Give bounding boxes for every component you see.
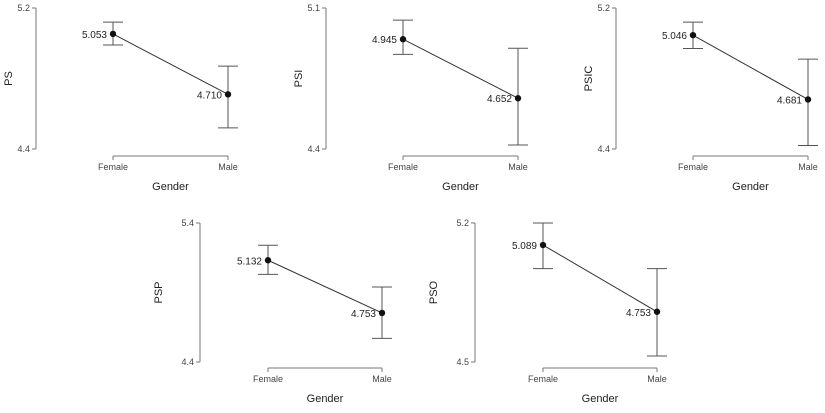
x-tick-label: Male — [218, 162, 238, 172]
data-point — [689, 31, 697, 39]
y-axis-title: PSIC — [583, 66, 595, 92]
series-line — [542, 244, 658, 313]
data-label: 4.945 — [372, 35, 397, 46]
y-axis-title: PSI — [293, 70, 305, 88]
x-tick-label: Female — [98, 162, 128, 172]
y-tick-label: 5.2 — [17, 3, 30, 13]
series-line — [402, 38, 519, 99]
y-axis-title: PSO — [428, 280, 440, 304]
y-axis-title: PS — [3, 71, 15, 86]
chart-panel-pso: 5.2 4.5 PSO Female Male Gender 5.089 4.753 — [425, 208, 675, 413]
data-label: 4.753 — [351, 309, 376, 320]
x-tick-label: Male — [798, 162, 818, 172]
x-tick-label: Female — [678, 162, 708, 172]
chart-panel-psp: 5.4 4.4 PSP Female Male Gender 5.132 4.753 — [150, 208, 400, 413]
x-tick-label: Female — [388, 162, 418, 172]
chart-svg: 5.2 4.5 PSO Female Male Gender 5.089 4.753 — [428, 218, 667, 405]
y-tick-label: 5.4 — [181, 218, 194, 228]
data-label: 4.753 — [626, 308, 651, 319]
y-tick-label: 4.4 — [181, 357, 194, 367]
data-label: 5.089 — [512, 241, 537, 252]
series-line — [692, 34, 809, 100]
x-axis-title: Gender — [582, 393, 619, 405]
series-line — [267, 259, 383, 314]
data-label: 4.710 — [197, 90, 222, 101]
y-tick-label: 5.2 — [597, 3, 610, 13]
x-axis-title: Gender — [307, 393, 344, 405]
chart-panel-psic: 5.2 4.4 PSIC Female Male Gender 5.046 4.681 — [580, 0, 825, 205]
data-point — [399, 36, 407, 43]
x-tick-label: Male — [647, 374, 667, 384]
x-axis-title: Gender — [442, 181, 479, 193]
data-point — [264, 257, 272, 264]
data-point — [378, 309, 386, 317]
data-label: 5.046 — [662, 31, 687, 42]
chart-svg: 5.4 4.4 PSP Female Male Gender 5.132 4.753 — [153, 218, 392, 405]
data-point — [224, 91, 232, 98]
y-tick-label: 4.4 — [597, 144, 610, 154]
data-point — [804, 96, 812, 103]
x-axis-title: Gender — [152, 181, 189, 193]
chart-panel-psi: 5.1 4.4 PSI Female Male Gender 4.945 4.652 — [290, 0, 535, 205]
y-tick-label: 4.4 — [307, 144, 320, 154]
x-tick-label: Female — [528, 374, 558, 384]
y-tick-label: 4.5 — [456, 357, 469, 367]
data-point — [109, 30, 117, 38]
x-axis-title: Gender — [732, 181, 769, 193]
data-point — [653, 308, 661, 315]
data-label: 4.681 — [777, 95, 802, 106]
data-label: 4.652 — [487, 94, 512, 105]
y-axis-title: PSP — [153, 281, 165, 303]
chart-svg: 5.1 4.4 PSI Female Male Gender 4.945 4.652 — [293, 3, 528, 193]
y-tick-label: 4.4 — [17, 144, 30, 154]
x-tick-label: Male — [372, 374, 392, 384]
data-label: 5.132 — [237, 256, 262, 267]
data-point — [539, 241, 547, 249]
y-tick-label: 5.2 — [456, 218, 469, 228]
chart-panel-ps: 5.2 4.4 PS Female Male Gender 5.053 4.710 — [0, 0, 245, 205]
x-tick-label: Female — [253, 374, 283, 384]
chart-svg: 5.2 4.4 PSIC Female Male Gender 5.046 4.681 — [583, 3, 818, 193]
data-label: 5.053 — [82, 30, 107, 41]
chart-svg: 5.2 4.4 PS Female Male Gender 5.053 4.710 — [3, 3, 238, 193]
y-tick-label: 5.1 — [307, 3, 320, 13]
data-point — [514, 95, 522, 102]
x-tick-label: Male — [508, 162, 528, 172]
series-line — [112, 33, 229, 95]
